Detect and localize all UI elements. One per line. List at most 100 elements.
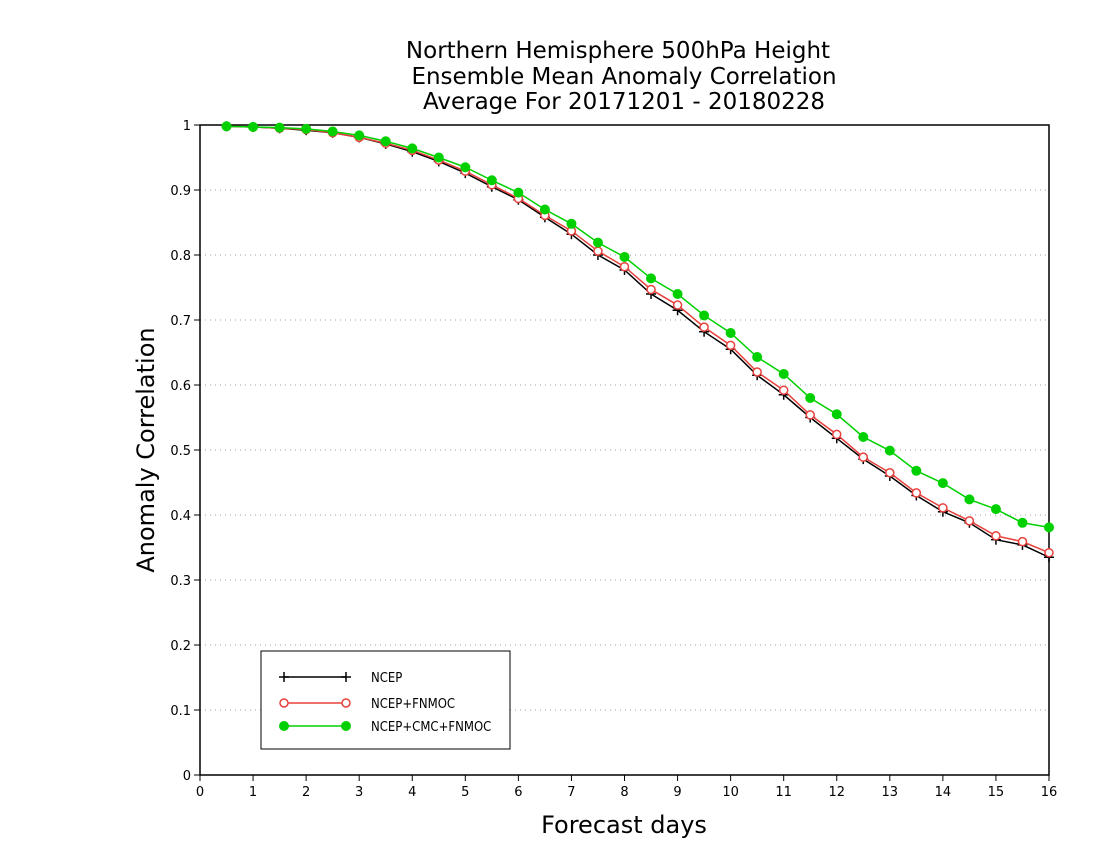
x-tick-label: 16 bbox=[1041, 785, 1058, 800]
legend-marker bbox=[341, 721, 351, 731]
series-line bbox=[226, 125, 1050, 529]
data-point bbox=[407, 143, 418, 154]
data-point bbox=[646, 273, 657, 284]
legend-label: NCEP+CMC+FNMOC bbox=[371, 720, 491, 735]
data-point bbox=[858, 452, 869, 462]
series-ncep-cmc-fnmoc bbox=[221, 121, 1054, 533]
x-tick-label: 6 bbox=[514, 785, 522, 800]
x-tick-label: 13 bbox=[882, 785, 899, 800]
data-point bbox=[725, 328, 736, 338]
data-point bbox=[964, 494, 975, 505]
data-point bbox=[805, 393, 816, 403]
x-tick-label: 8 bbox=[620, 785, 628, 800]
y-tick-label: 0 bbox=[183, 769, 191, 784]
legend-marker bbox=[279, 698, 289, 708]
data-point bbox=[513, 187, 524, 198]
data-point bbox=[248, 121, 259, 132]
legend-marker bbox=[341, 698, 351, 708]
y-tick-label: 0.6 bbox=[170, 379, 191, 394]
x-tick-label: 5 bbox=[461, 785, 469, 800]
series-layer bbox=[221, 121, 1054, 563]
legend-label: NCEP bbox=[371, 671, 402, 686]
y-tick-label: 0.8 bbox=[170, 249, 191, 264]
y-tick-label: 0.9 bbox=[170, 184, 191, 199]
x-tick-label: 15 bbox=[988, 785, 1005, 800]
data-point bbox=[593, 246, 603, 256]
data-point bbox=[938, 503, 948, 513]
data-point bbox=[327, 126, 338, 137]
y-tick-label: 0.1 bbox=[170, 704, 191, 719]
legend-box bbox=[260, 650, 511, 750]
x-tick-label: 3 bbox=[355, 785, 363, 800]
legend-label: NCEP+FNMOC bbox=[371, 697, 455, 712]
data-point bbox=[884, 445, 895, 456]
chart-title-line-3: Average For 20171201 - 20180228 bbox=[423, 89, 825, 115]
data-point bbox=[831, 409, 842, 420]
chart-title: Northern Hemisphere 500hPa Height Ensemb… bbox=[406, 38, 837, 115]
data-point bbox=[672, 289, 683, 299]
y-tick-label: 1 bbox=[183, 119, 191, 134]
y-tick-label: 0.2 bbox=[170, 639, 191, 654]
x-tick-label: 1 bbox=[249, 785, 257, 800]
data-point bbox=[1044, 522, 1054, 533]
series-line bbox=[226, 125, 1050, 558]
legend-item: NCEP+CMC+FNMOC bbox=[279, 720, 491, 735]
data-point bbox=[832, 429, 842, 440]
data-point bbox=[885, 468, 895, 478]
data-point bbox=[646, 284, 656, 295]
data-point bbox=[858, 432, 869, 442]
y-tick-label: 0.3 bbox=[170, 574, 191, 589]
x-tick-label: 7 bbox=[567, 785, 575, 800]
chart-title-line-1: Northern Hemisphere 500hPa Height bbox=[406, 38, 830, 64]
legend-marker bbox=[279, 721, 289, 731]
series-ncep bbox=[221, 121, 1054, 563]
data-point bbox=[301, 123, 312, 134]
data-point bbox=[1017, 517, 1028, 528]
legend-item: NCEP+FNMOC bbox=[279, 697, 455, 712]
data-point bbox=[911, 488, 922, 498]
y-axis-ticks: 0 0.1 0.2 0.3 0.4 0.5 0.6 0.7 0.8 0.9 1 bbox=[170, 119, 200, 784]
x-tick-label: 4 bbox=[408, 785, 416, 800]
y-tick-label: 0.4 bbox=[170, 509, 191, 524]
y-axis-label: Anomaly Correlation bbox=[132, 327, 160, 572]
legend-marker bbox=[279, 672, 289, 682]
plot-frame bbox=[199, 124, 1050, 776]
data-point bbox=[539, 204, 550, 215]
legend-marker bbox=[341, 672, 351, 682]
data-point bbox=[964, 516, 975, 526]
x-tick-label: 10 bbox=[722, 785, 739, 800]
x-axis-ticks: 0 1 2 3 4 5 6 7 8 9 10 11 12 13 14 15 16 bbox=[196, 775, 1057, 800]
series-ncep-fnmoc bbox=[221, 121, 1054, 558]
data-point bbox=[725, 340, 736, 351]
data-point bbox=[778, 368, 789, 379]
data-point bbox=[752, 367, 762, 377]
x-tick-label: 14 bbox=[935, 785, 952, 800]
data-point bbox=[619, 261, 630, 272]
data-point bbox=[274, 122, 285, 133]
x-axis-label: Forecast days bbox=[541, 811, 707, 839]
y-tick-label: 0.5 bbox=[170, 444, 191, 459]
data-point bbox=[486, 175, 497, 186]
chart-title-line-2: Ensemble Mean Anomaly Correlation bbox=[411, 64, 836, 90]
y-tick-label: 0.7 bbox=[170, 314, 191, 329]
data-point bbox=[380, 136, 391, 147]
data-point bbox=[433, 152, 444, 163]
data-point bbox=[1017, 536, 1028, 547]
data-point bbox=[778, 385, 789, 395]
data-point bbox=[566, 218, 577, 229]
data-point bbox=[991, 531, 1001, 541]
data-point bbox=[699, 310, 710, 321]
data-point bbox=[619, 251, 630, 262]
data-point bbox=[592, 237, 603, 248]
x-tick-label: 9 bbox=[673, 785, 681, 800]
data-point bbox=[354, 130, 365, 141]
data-point bbox=[460, 162, 471, 173]
data-point bbox=[937, 478, 948, 489]
grid-lines bbox=[200, 124, 1049, 711]
x-tick-label: 2 bbox=[302, 785, 310, 800]
legend-item: NCEP bbox=[279, 671, 402, 686]
data-point bbox=[805, 410, 815, 420]
data-point bbox=[699, 322, 709, 332]
x-tick-label: 0 bbox=[196, 785, 204, 800]
